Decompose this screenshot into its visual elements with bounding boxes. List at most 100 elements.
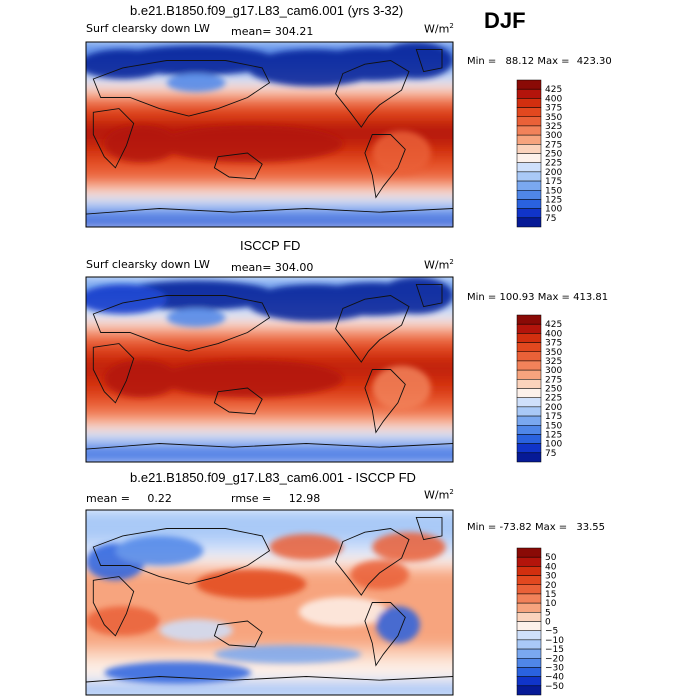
colorbar-swatch	[516, 602, 542, 613]
colorbar-tick-label: 20	[545, 581, 557, 591]
panel3-max-value: 33.55	[576, 522, 605, 533]
colorbar-tick-label: −15	[545, 645, 564, 655]
colorbar-tick-label: 75	[545, 449, 556, 459]
colorbar-swatch	[516, 314, 542, 325]
panel1-variable: Surf clearsky down LW	[86, 22, 210, 35]
colorbar-tick-label: 50	[545, 553, 557, 563]
colorbar-tick-label: 75	[545, 214, 556, 224]
colorbar-tick-label: 375	[545, 104, 562, 114]
colorbar-swatch	[516, 360, 542, 371]
panel2-minmax: Min = 100.93 Max = 413.81	[467, 292, 608, 303]
colorbar-tick-label: 325	[545, 122, 562, 132]
panel3-minmax: Min = -73.82 Max = 33.55	[467, 522, 605, 533]
colorbar-swatch	[516, 125, 542, 136]
colorbar-tick-label: 150	[545, 186, 562, 196]
colorbar-swatch	[516, 593, 542, 604]
colorbar-tick-label: 225	[545, 159, 562, 169]
colorbar-tick-label: 425	[545, 320, 562, 330]
panel3-rmse: rmse = 12.98	[231, 492, 320, 505]
panel2-mean: mean= 304.00	[231, 261, 313, 274]
colorbar-tick-label: 225	[545, 394, 562, 404]
panel3-units: W/m2	[424, 488, 454, 502]
colorbar-swatch	[516, 88, 542, 99]
panel2-map	[85, 276, 454, 463]
panel1-mean: mean= 304.21	[231, 25, 313, 38]
panel3-rmse-value: 12.98	[288, 492, 321, 505]
panel2-min-value: 100.93	[499, 292, 535, 303]
panel1-colorbar: 4254003753503253002752502252001751501251…	[516, 79, 562, 228]
panel3-title: b.e21.B1850.f09_g17.L83_cam6.001 - ISCCP…	[130, 470, 416, 485]
colorbar-tick-label: 10	[545, 599, 557, 609]
colorbar-tick-label: 15	[545, 590, 556, 600]
colorbar-swatch	[516, 547, 542, 558]
panel3-min-label: Min =	[467, 522, 497, 533]
colorbar-swatch	[516, 434, 542, 444]
season-label: DJF	[484, 8, 526, 33]
colorbar-swatch	[516, 676, 542, 687]
panel1-min-label: Min =	[467, 56, 497, 67]
colorbar-tick-label: 5	[545, 608, 551, 618]
colorbar-tick-label: 250	[545, 150, 562, 160]
panel3-map	[85, 509, 454, 696]
colorbar-tick-label: −40	[545, 673, 564, 683]
colorbar-swatch	[516, 208, 542, 219]
panel2-variable: Surf clearsky down LW	[86, 258, 210, 271]
colorbar-swatch	[516, 323, 542, 334]
colorbar-tick-label: 150	[545, 421, 562, 431]
colorbar-swatch	[516, 144, 542, 154]
panel2-units: W/m2	[424, 258, 454, 272]
colorbar-swatch	[516, 658, 542, 668]
colorbar-tick-label: 200	[545, 168, 562, 178]
colorbar-tick-label: −20	[545, 654, 564, 664]
panel1-max-label: Max =	[537, 56, 570, 67]
panel1-mean-label: mean=	[231, 25, 272, 38]
colorbar-swatch	[516, 98, 542, 108]
colorbar-tick-label: 425	[545, 85, 562, 95]
panel2-mean-label: mean=	[231, 261, 272, 274]
colorbar-swatch	[516, 639, 542, 650]
colorbar-tick-label: 100	[545, 440, 562, 450]
panel3-mean: mean = 0.22	[86, 492, 172, 505]
colorbar-swatch	[516, 369, 542, 380]
colorbar-tick-label: 400	[545, 94, 562, 104]
colorbar-swatch	[516, 452, 542, 463]
colorbar-tick-label: 30	[545, 572, 557, 582]
colorbar-tick-label: 300	[545, 366, 562, 376]
panel3-mean-label: mean =	[86, 492, 130, 505]
colorbar-swatch	[516, 134, 542, 145]
colorbar-swatch	[516, 180, 542, 191]
colorbar-swatch	[516, 612, 542, 622]
panel1-max-value: 423.30	[576, 56, 612, 67]
colorbar-swatch	[516, 162, 542, 173]
colorbar-swatch	[516, 397, 542, 408]
colorbar-swatch	[516, 116, 542, 127]
panel3-min-value: -73.82	[499, 522, 532, 533]
colorbar-tick-label: 200	[545, 403, 562, 413]
colorbar-swatch	[516, 584, 542, 595]
colorbar-swatch	[516, 351, 542, 362]
colorbar-swatch	[516, 79, 542, 90]
panel1-title: b.e21.B1850.f09_g17.L83_cam6.001 (yrs 3-…	[130, 3, 404, 18]
colorbar-swatch	[516, 379, 542, 389]
panel3-rmse-label: rmse =	[231, 492, 272, 505]
colorbar-swatch	[516, 199, 542, 209]
colorbar-swatch	[516, 630, 542, 641]
colorbar-swatch	[516, 415, 542, 426]
colorbar-swatch	[516, 333, 542, 343]
colorbar-swatch	[516, 190, 542, 200]
colorbar-swatch	[516, 566, 542, 576]
colorbar-tick-label: 0	[545, 618, 551, 628]
colorbar-tick-label: 40	[545, 562, 557, 572]
colorbar-swatch	[516, 621, 542, 631]
colorbar-tick-label: 275	[545, 375, 562, 385]
colorbar-tick-label: −5	[545, 627, 558, 637]
colorbar-swatch	[516, 443, 542, 454]
panel1-minmax: Min = 88.12 Max = 423.30	[467, 56, 612, 67]
colorbar-tick-label: 250	[545, 385, 562, 395]
colorbar-swatch	[516, 153, 542, 163]
panel1-units: W/m2	[424, 22, 454, 36]
panel2-mean-value: 304.00	[274, 261, 314, 274]
panel1-map	[85, 41, 454, 228]
